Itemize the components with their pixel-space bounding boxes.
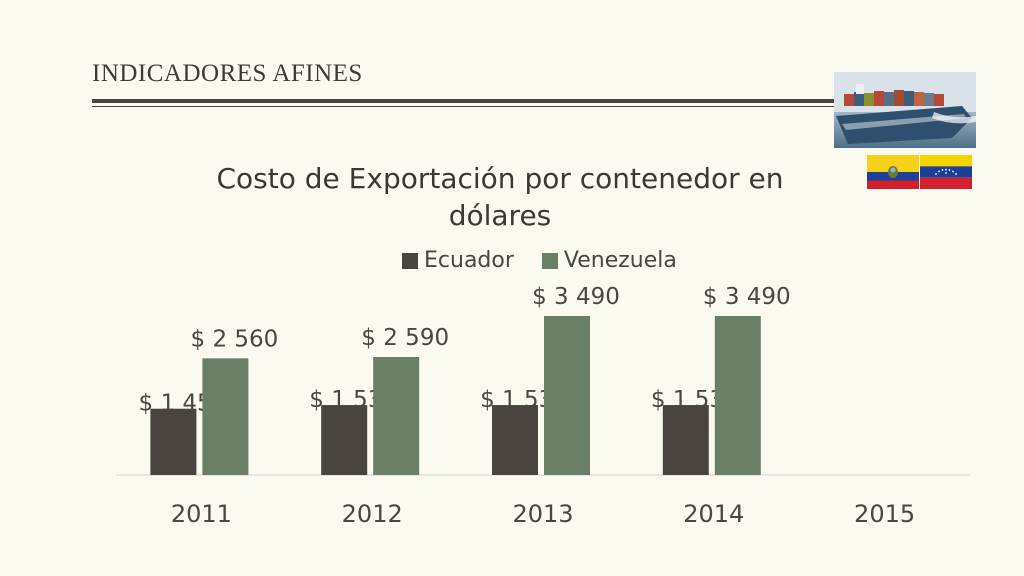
- x-tick-label-2013: 2013: [512, 500, 573, 528]
- legend-item-venezuela: Venezuela: [541, 248, 677, 273]
- x-tick-label-2012: 2012: [342, 500, 403, 528]
- legend-swatch-venezuela: [541, 252, 558, 269]
- data-label-venezuela-2014: $ 3 490: [703, 284, 791, 310]
- bar-venezuela-2013: [544, 316, 590, 475]
- bar-ecuador-2012: [321, 405, 368, 475]
- data-label-venezuela-2011: $ 2 560: [191, 326, 279, 352]
- title-rule-thick: [92, 99, 862, 103]
- chart-legend: Ecuador Venezuela: [402, 248, 705, 273]
- chart-title-line-2: dólares: [448, 199, 552, 232]
- container-ship-image: [834, 72, 976, 148]
- chart-title-line-1: Costo de Exportación por contenedor en: [216, 162, 784, 195]
- legend-swatch-ecuador: [402, 252, 418, 269]
- bar-venezuela-2012: [373, 357, 420, 475]
- slide-title: INDICADORES AFINES: [92, 60, 363, 87]
- data-label-venezuela-2012: $ 2 590: [361, 325, 449, 351]
- x-tick-label-2015: 2015: [854, 500, 915, 528]
- title-rule-thin: [92, 106, 862, 107]
- bar-venezuela-2011: [202, 358, 249, 475]
- legend-label-venezuela: Venezuela: [563, 248, 677, 273]
- ecuador-flag: [867, 155, 919, 189]
- x-tick-label-2014: 2014: [683, 500, 744, 528]
- bar-ecuador-2011: [150, 408, 197, 475]
- x-tick-label-2011: 2011: [171, 500, 232, 528]
- bar-ecuador-2014: [662, 405, 709, 475]
- legend-label-ecuador: Ecuador: [424, 248, 514, 273]
- legend-item-ecuador: Ecuador: [402, 248, 514, 273]
- chart-title: Costo de Exportación por contenedor en d…: [150, 160, 850, 234]
- venezuela-flag: [920, 155, 972, 189]
- bar-ecuador-2013: [492, 405, 538, 475]
- bar-venezuela-2014: [714, 316, 761, 475]
- data-label-venezuela-2013: $ 3 490: [532, 284, 620, 310]
